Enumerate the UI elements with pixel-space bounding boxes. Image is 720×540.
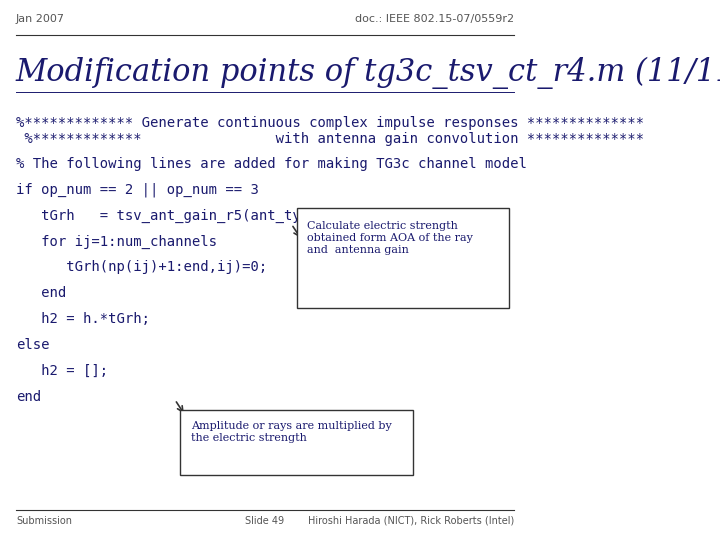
Text: Calculate electric strength
obtained form AOA of the ray
and  antenna gain: Calculate electric strength obtained for…: [307, 221, 473, 254]
Text: % The following lines are added for making TG3c channel model: % The following lines are added for maki…: [16, 157, 527, 171]
Text: %*************                with antenna gain convolution **************: %************* with antenna gain convolu…: [16, 132, 644, 146]
Text: Hiroshi Harada (NICT), Rick Roberts (Intel): Hiroshi Harada (NICT), Rick Roberts (Int…: [307, 516, 514, 526]
Text: end: end: [16, 390, 41, 404]
Text: Submission: Submission: [16, 516, 72, 526]
Text: Slide 49: Slide 49: [246, 516, 284, 526]
Text: for ij=1:num_channels: for ij=1:num_channels: [16, 234, 217, 248]
FancyBboxPatch shape: [297, 208, 508, 308]
Text: %************* Generate continuous complex impulse responses **************: %************* Generate continuous compl…: [16, 116, 644, 130]
Text: else: else: [16, 338, 50, 352]
Text: Amplitude or rays are multiplied by
the electric strength: Amplitude or rays are multiplied by the …: [191, 421, 392, 443]
Text: doc.: IEEE 802.15-07/0559r2: doc.: IEEE 802.15-07/0559r2: [355, 14, 514, 24]
Text: tGrh   = tsv_ant_gain_r5(ant_type,rx_hpbw, aoa);: tGrh = tsv_ant_gain_r5(ant_type,rx_hpbw,…: [16, 208, 443, 222]
Text: Jan 2007: Jan 2007: [16, 14, 65, 24]
Text: if op_num == 2 || op_num == 3: if op_num == 2 || op_num == 3: [16, 183, 258, 197]
Text: h2 = [];: h2 = [];: [16, 364, 108, 378]
Text: Modification points of tg3c_tsv_ct_r4.m (11/11): Modification points of tg3c_tsv_ct_r4.m …: [16, 57, 720, 89]
Text: h2 = h.*tGrh;: h2 = h.*tGrh;: [16, 312, 150, 326]
FancyBboxPatch shape: [180, 410, 413, 475]
Text: end: end: [16, 286, 66, 300]
Text: tGrh(np(ij)+1:end,ij)=0;: tGrh(np(ij)+1:end,ij)=0;: [16, 260, 267, 274]
